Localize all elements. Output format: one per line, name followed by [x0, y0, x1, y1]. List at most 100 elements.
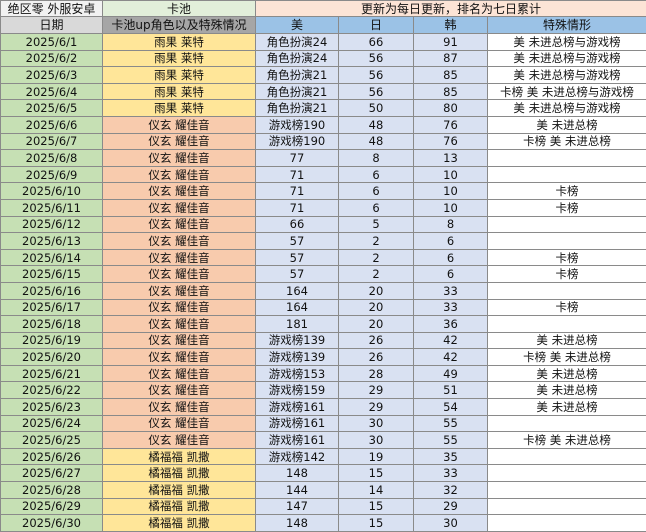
pool-column-header[interactable]: 卡池up角色以及特殊情况	[103, 17, 256, 34]
jp-rank-cell[interactable]: 56	[339, 83, 414, 100]
special-cell[interactable]: 卡榜 美 未进总榜	[488, 432, 646, 449]
jp-rank-cell[interactable]: 30	[339, 432, 414, 449]
date-cell[interactable]: 2025/6/23	[1, 399, 103, 416]
jp-rank-cell[interactable]: 20	[339, 282, 414, 299]
kr-rank-cell[interactable]: 35	[414, 448, 488, 465]
pool-cell[interactable]: 仪玄 耀佳音	[103, 282, 256, 299]
date-cell[interactable]: 2025/6/26	[1, 448, 103, 465]
special-cell[interactable]: 卡榜	[488, 183, 646, 200]
date-cell[interactable]: 2025/6/8	[1, 150, 103, 167]
us-rank-cell[interactable]: 57	[256, 266, 339, 283]
date-cell[interactable]: 2025/6/17	[1, 299, 103, 316]
pool-cell[interactable]: 仪玄 耀佳音	[103, 432, 256, 449]
date-cell[interactable]: 2025/6/25	[1, 432, 103, 449]
jp-rank-cell[interactable]: 6	[339, 166, 414, 183]
special-cell[interactable]	[488, 465, 646, 482]
us-rank-cell[interactable]: 游戏榜139	[256, 349, 339, 366]
us-rank-cell[interactable]: 77	[256, 150, 339, 167]
kr-rank-cell[interactable]: 8	[414, 216, 488, 233]
date-cell[interactable]: 2025/6/24	[1, 415, 103, 432]
us-rank-cell[interactable]: 游戏榜190	[256, 133, 339, 150]
jp-rank-cell[interactable]: 6	[339, 183, 414, 200]
jp-rank-cell[interactable]: 19	[339, 448, 414, 465]
special-cell[interactable]	[488, 482, 646, 499]
special-cell[interactable]: 美 未进总榜与游戏榜	[488, 34, 646, 51]
jp-rank-cell[interactable]: 48	[339, 133, 414, 150]
jp-rank-cell[interactable]: 29	[339, 382, 414, 399]
special-cell[interactable]: 美 未进总榜与游戏榜	[488, 50, 646, 67]
special-cell[interactable]	[488, 216, 646, 233]
kr-rank-cell[interactable]: 33	[414, 299, 488, 316]
pool-cell[interactable]: 橘福福 凯撒	[103, 465, 256, 482]
special-cell[interactable]: 卡榜	[488, 299, 646, 316]
us-rank-cell[interactable]: 游戏榜153	[256, 365, 339, 382]
special-cell[interactable]	[488, 233, 646, 250]
kr-rank-cell[interactable]: 85	[414, 67, 488, 84]
pool-cell[interactable]: 仪玄 耀佳音	[103, 415, 256, 432]
date-cell[interactable]: 2025/6/9	[1, 166, 103, 183]
kr-rank-cell[interactable]: 6	[414, 266, 488, 283]
us-rank-cell[interactable]: 181	[256, 316, 339, 333]
pool-cell[interactable]: 仪玄 耀佳音	[103, 216, 256, 233]
special-cell[interactable]: 美 未进总榜与游戏榜	[488, 100, 646, 117]
special-cell[interactable]	[488, 448, 646, 465]
us-rank-cell[interactable]: 148	[256, 515, 339, 532]
jp-rank-cell[interactable]: 20	[339, 299, 414, 316]
us-rank-cell[interactable]: 游戏榜142	[256, 448, 339, 465]
date-cell[interactable]: 2025/6/16	[1, 282, 103, 299]
jp-rank-cell[interactable]: 26	[339, 332, 414, 349]
update-note-header[interactable]: 更新为每日更新，排名为七日累计	[256, 1, 646, 17]
pool-cell[interactable]: 仪玄 耀佳音	[103, 382, 256, 399]
pool-cell[interactable]: 仪玄 耀佳音	[103, 365, 256, 382]
special-cell[interactable]: 卡榜	[488, 199, 646, 216]
special-cell[interactable]: 卡榜 美 未进总榜	[488, 133, 646, 150]
kr-rank-cell[interactable]: 80	[414, 100, 488, 117]
us-rank-cell[interactable]: 游戏榜161	[256, 399, 339, 416]
special-cell[interactable]	[488, 498, 646, 515]
us-rank-cell[interactable]: 57	[256, 249, 339, 266]
pool-cell[interactable]: 仪玄 耀佳音	[103, 199, 256, 216]
kr-rank-cell[interactable]: 42	[414, 332, 488, 349]
special-cell[interactable]: 卡榜	[488, 266, 646, 283]
us-rank-cell[interactable]: 148	[256, 465, 339, 482]
pool-cell[interactable]: 仪玄 耀佳音	[103, 116, 256, 133]
kr-rank-cell[interactable]: 54	[414, 399, 488, 416]
kr-rank-cell[interactable]: 51	[414, 382, 488, 399]
pool-cell[interactable]: 仪玄 耀佳音	[103, 183, 256, 200]
date-cell[interactable]: 2025/6/6	[1, 116, 103, 133]
date-cell[interactable]: 2025/6/5	[1, 100, 103, 117]
kr-rank-cell[interactable]: 55	[414, 415, 488, 432]
kr-rank-cell[interactable]: 10	[414, 166, 488, 183]
pool-cell[interactable]: 仪玄 耀佳音	[103, 349, 256, 366]
kr-rank-cell[interactable]: 6	[414, 233, 488, 250]
us-rank-cell[interactable]: 角色扮演24	[256, 34, 339, 51]
kr-rank-cell[interactable]: 91	[414, 34, 488, 51]
us-rank-cell[interactable]: 147	[256, 498, 339, 515]
pool-cell[interactable]: 仪玄 耀佳音	[103, 150, 256, 167]
pool-cell[interactable]: 仪玄 耀佳音	[103, 133, 256, 150]
kr-rank-cell[interactable]: 76	[414, 116, 488, 133]
kr-rank-cell[interactable]: 36	[414, 316, 488, 333]
date-cell[interactable]: 2025/6/29	[1, 498, 103, 515]
kr-rank-cell[interactable]: 32	[414, 482, 488, 499]
special-cell[interactable]: 美 未进总榜	[488, 382, 646, 399]
jp-rank-cell[interactable]: 2	[339, 266, 414, 283]
us-rank-cell[interactable]: 71	[256, 166, 339, 183]
pool-cell[interactable]: 仪玄 耀佳音	[103, 266, 256, 283]
date-cell[interactable]: 2025/6/21	[1, 365, 103, 382]
us-rank-cell[interactable]: 游戏榜190	[256, 116, 339, 133]
us-column-header[interactable]: 美	[256, 17, 339, 34]
pool-cell[interactable]: 仪玄 耀佳音	[103, 233, 256, 250]
pool-cell[interactable]: 雨果 莱特	[103, 100, 256, 117]
special-cell[interactable]: 美 未进总榜与游戏榜	[488, 67, 646, 84]
jp-rank-cell[interactable]: 15	[339, 515, 414, 532]
special-cell[interactable]: 美 未进总榜	[488, 365, 646, 382]
date-cell[interactable]: 2025/6/15	[1, 266, 103, 283]
special-cell[interactable]: 卡榜 美 未进总榜	[488, 349, 646, 366]
pool-cell[interactable]: 仪玄 耀佳音	[103, 299, 256, 316]
us-rank-cell[interactable]: 71	[256, 183, 339, 200]
pool-cell[interactable]: 橘福福 凯撒	[103, 515, 256, 532]
jp-rank-cell[interactable]: 5	[339, 216, 414, 233]
pool-cell[interactable]: 仪玄 耀佳音	[103, 332, 256, 349]
special-cell[interactable]	[488, 150, 646, 167]
